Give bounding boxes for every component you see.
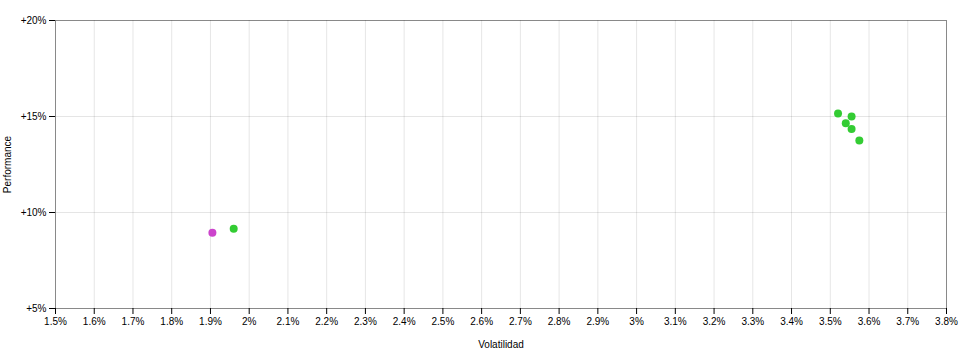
- svg-text:3.5%: 3.5%: [819, 316, 842, 327]
- svg-text:2.3%: 2.3%: [354, 316, 377, 327]
- svg-text:3.7%: 3.7%: [896, 316, 919, 327]
- svg-text:1.8%: 1.8%: [160, 316, 183, 327]
- svg-text:2.9%: 2.9%: [586, 316, 609, 327]
- svg-text:Volatilidad: Volatilidad: [478, 339, 524, 350]
- svg-text:3.6%: 3.6%: [858, 316, 881, 327]
- svg-text:2.2%: 2.2%: [315, 316, 338, 327]
- svg-text:3.3%: 3.3%: [741, 316, 764, 327]
- svg-text:+15%: +15%: [21, 111, 47, 122]
- svg-text:1.7%: 1.7%: [122, 316, 145, 327]
- svg-text:+20%: +20%: [21, 15, 47, 26]
- svg-text:1.9%: 1.9%: [199, 316, 222, 327]
- svg-text:2.6%: 2.6%: [470, 316, 493, 327]
- svg-text:2.4%: 2.4%: [393, 316, 416, 327]
- svg-text:3.4%: 3.4%: [780, 316, 803, 327]
- svg-text:3.8%: 3.8%: [935, 316, 958, 327]
- svg-text:Performance: Performance: [2, 135, 13, 193]
- svg-text:1.6%: 1.6%: [83, 316, 106, 327]
- svg-text:3.2%: 3.2%: [703, 316, 726, 327]
- svg-text:+10%: +10%: [21, 207, 47, 218]
- svg-text:+5%: +5%: [26, 303, 46, 314]
- svg-text:2%: 2%: [242, 316, 257, 327]
- svg-text:3%: 3%: [629, 316, 644, 327]
- svg-text:2.8%: 2.8%: [548, 316, 571, 327]
- svg-text:3.1%: 3.1%: [664, 316, 687, 327]
- svg-text:2.1%: 2.1%: [277, 316, 300, 327]
- svg-text:2.5%: 2.5%: [431, 316, 454, 327]
- svg-text:2.7%: 2.7%: [509, 316, 532, 327]
- svg-text:1.5%: 1.5%: [44, 316, 67, 327]
